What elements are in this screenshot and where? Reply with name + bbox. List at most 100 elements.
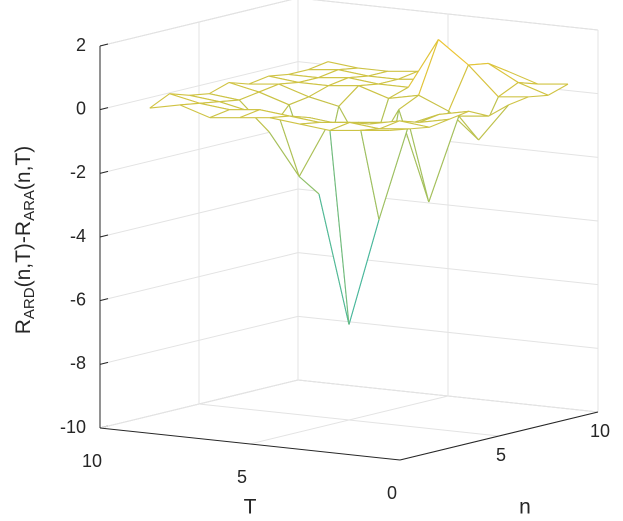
mesh-face <box>329 122 379 325</box>
mesh-edge <box>378 83 409 88</box>
z-tick <box>99 234 109 238</box>
mesh-edge <box>488 104 509 117</box>
mesh-edge <box>169 93 200 104</box>
mesh-face <box>349 120 400 129</box>
mesh-face <box>189 93 240 102</box>
mesh-edge <box>278 117 300 177</box>
mesh-edge <box>418 94 449 112</box>
z-tick-label: -10 <box>60 417 86 437</box>
mesh-edge <box>269 115 290 119</box>
mesh-edge <box>298 77 319 84</box>
mesh-face <box>199 101 250 112</box>
mesh-edge <box>228 81 260 93</box>
mesh-face <box>518 82 568 96</box>
mesh-edge <box>368 70 389 77</box>
z-tick <box>99 298 109 302</box>
axis-line <box>99 427 401 461</box>
mesh-edge <box>329 121 350 131</box>
mesh-edge <box>448 110 470 120</box>
mesh-edge <box>528 94 549 98</box>
mesh-edge <box>298 122 330 177</box>
mesh-edge <box>407 39 439 88</box>
mesh-edge <box>418 39 439 96</box>
mesh-edge <box>199 101 220 104</box>
mesh-face <box>209 109 260 118</box>
mesh-edge <box>358 83 379 87</box>
y-tick-label: 10 <box>82 451 102 471</box>
mesh-edge <box>507 70 539 85</box>
z-tick <box>99 107 109 111</box>
mesh-face <box>249 111 300 177</box>
y-tick-label: 0 <box>387 483 397 503</box>
mesh-edge <box>358 85 389 99</box>
z-tick-label: 0 <box>76 98 86 118</box>
mesh-edge <box>358 122 380 220</box>
mesh-edge <box>278 81 299 85</box>
z-tick <box>99 170 109 174</box>
mesh-edge <box>338 69 369 77</box>
mesh-edge <box>448 64 469 112</box>
mesh-edge <box>268 75 299 84</box>
mesh-edge <box>149 93 170 109</box>
x-tick-label: 5 <box>496 445 506 465</box>
mesh-edge <box>288 73 319 79</box>
mesh-face <box>409 114 459 202</box>
mesh-edge <box>248 75 269 85</box>
mesh-edge <box>228 81 249 85</box>
mesh-edge <box>179 104 211 119</box>
mesh-edge <box>238 91 260 101</box>
mesh-edge <box>378 123 410 220</box>
mesh-edge <box>348 219 380 325</box>
mesh-edge <box>258 83 280 93</box>
mesh-edge <box>487 62 509 72</box>
mesh-face <box>299 122 349 325</box>
mesh-face <box>368 95 419 161</box>
mesh-edge <box>409 126 430 130</box>
mesh-edge <box>478 104 510 141</box>
grid-line <box>198 403 500 437</box>
mesh-face <box>169 93 220 104</box>
mesh-edge <box>299 123 330 131</box>
mesh-edge <box>298 176 320 195</box>
mesh-edge <box>438 110 470 115</box>
mesh-face <box>388 39 439 99</box>
mesh-edge <box>338 67 359 71</box>
mesh-edge <box>208 82 230 95</box>
mesh-edge <box>318 193 350 325</box>
mesh-face <box>248 76 299 85</box>
mesh-face <box>299 122 350 131</box>
mesh-edge <box>418 113 440 123</box>
z-tick-label: -6 <box>70 289 86 309</box>
mesh-edge <box>219 99 240 103</box>
mesh-edge <box>258 91 290 106</box>
mesh-edge <box>308 85 329 98</box>
mesh-face <box>318 69 369 78</box>
mesh-edge <box>517 82 549 96</box>
mesh-face <box>278 82 329 97</box>
mesh-edge <box>338 85 359 107</box>
axis-line <box>399 411 599 461</box>
mesh-edge <box>327 61 359 69</box>
mesh-edge <box>468 62 489 66</box>
mesh-face <box>419 111 469 123</box>
z-tick-label: 2 <box>76 35 86 55</box>
mesh-face <box>458 104 509 140</box>
mesh-edge <box>299 121 320 125</box>
mesh-edge <box>189 93 210 96</box>
mesh-edge <box>388 94 419 99</box>
mesh-face <box>328 77 379 86</box>
mesh-edge <box>169 93 190 96</box>
mesh-face <box>279 117 330 177</box>
z-tick <box>99 43 109 47</box>
mesh-edge <box>428 115 460 203</box>
mesh-face <box>229 82 279 93</box>
mesh-edge <box>368 75 399 80</box>
mesh-edge <box>498 82 519 98</box>
mesh-edge <box>357 67 389 72</box>
z-tick-label: -2 <box>70 162 86 182</box>
mesh-edge <box>487 62 519 83</box>
z-tick-label: -4 <box>70 226 86 246</box>
mesh-edge <box>547 83 569 96</box>
mesh-face <box>359 122 409 220</box>
mesh-edge <box>209 109 230 119</box>
